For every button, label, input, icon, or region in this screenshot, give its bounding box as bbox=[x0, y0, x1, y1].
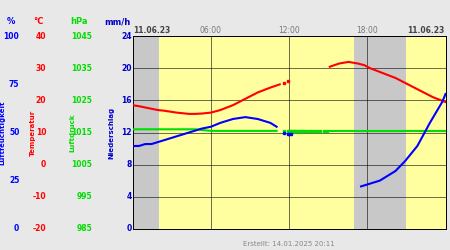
Text: 50: 50 bbox=[9, 128, 19, 137]
Text: 0: 0 bbox=[14, 224, 19, 233]
Text: 12: 12 bbox=[122, 128, 132, 137]
Text: 75: 75 bbox=[9, 80, 19, 89]
Text: 24: 24 bbox=[122, 32, 132, 41]
Text: 11.06.23: 11.06.23 bbox=[134, 26, 171, 35]
Text: 20: 20 bbox=[36, 96, 46, 105]
Text: 25: 25 bbox=[9, 176, 19, 185]
Text: hPa: hPa bbox=[70, 17, 87, 26]
Text: 1015: 1015 bbox=[72, 128, 92, 137]
Bar bbox=[133, 36, 159, 229]
Text: 1045: 1045 bbox=[72, 32, 92, 41]
Text: Luftdruck: Luftdruck bbox=[69, 113, 75, 152]
Text: 10: 10 bbox=[36, 128, 46, 137]
Bar bbox=[159, 36, 354, 229]
Text: -20: -20 bbox=[33, 224, 46, 233]
Text: Temperatur: Temperatur bbox=[29, 110, 36, 156]
Text: 18:00: 18:00 bbox=[356, 26, 378, 35]
Text: Erstellt: 14.01.2025 20:11: Erstellt: 14.01.2025 20:11 bbox=[243, 241, 335, 247]
Text: 0: 0 bbox=[126, 224, 132, 233]
Text: 0: 0 bbox=[41, 160, 46, 169]
Text: 30: 30 bbox=[36, 64, 46, 73]
Text: 1035: 1035 bbox=[72, 64, 92, 73]
Text: %: % bbox=[7, 17, 15, 26]
Bar bbox=[354, 36, 406, 229]
Bar bbox=[406, 36, 446, 229]
Text: -10: -10 bbox=[33, 192, 46, 201]
Text: 06:00: 06:00 bbox=[200, 26, 222, 35]
Text: 1005: 1005 bbox=[72, 160, 92, 169]
Text: mm/h: mm/h bbox=[104, 17, 130, 26]
Text: 20: 20 bbox=[122, 64, 132, 73]
Text: 985: 985 bbox=[76, 224, 92, 233]
Text: °C: °C bbox=[33, 17, 44, 26]
Text: 40: 40 bbox=[36, 32, 46, 41]
Text: 995: 995 bbox=[76, 192, 92, 201]
Text: 100: 100 bbox=[4, 32, 19, 41]
Text: 11.06.23: 11.06.23 bbox=[407, 26, 445, 35]
Text: Luftfeuchtigkeit: Luftfeuchtigkeit bbox=[0, 100, 6, 165]
Text: 1025: 1025 bbox=[72, 96, 92, 105]
Text: 4: 4 bbox=[126, 192, 132, 201]
Text: 12:00: 12:00 bbox=[278, 26, 300, 35]
Text: 8: 8 bbox=[126, 160, 132, 169]
Text: Niederschlag: Niederschlag bbox=[108, 106, 115, 158]
Text: 16: 16 bbox=[122, 96, 132, 105]
